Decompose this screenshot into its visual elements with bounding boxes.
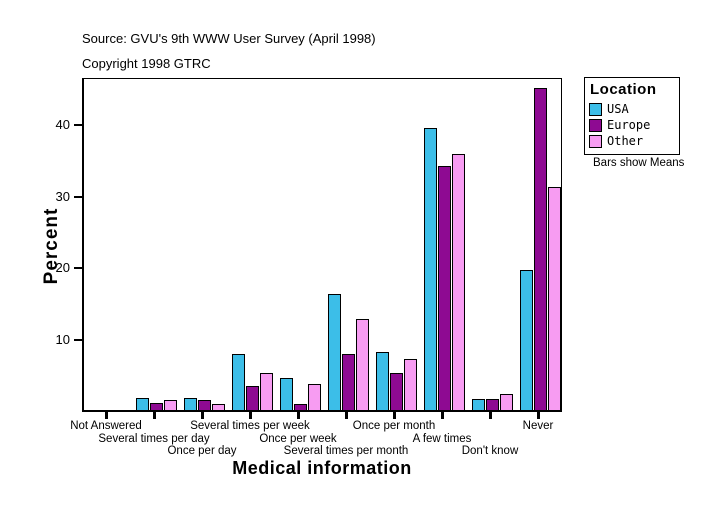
x-category-label: Never (522, 420, 554, 432)
legend-entry-label: Europe (607, 118, 651, 132)
plot-area (82, 78, 562, 412)
legend-swatch-icon (589, 118, 602, 132)
bar-other (211, 404, 225, 410)
legend-swatch-icon (589, 102, 602, 116)
legend-entry-europe: Europe (589, 117, 675, 133)
x-axis-tick (440, 412, 444, 419)
legend-entry-label: Other (607, 134, 644, 148)
x-category-label: A few times (412, 432, 472, 445)
x-category-label: Several times per day (98, 432, 210, 445)
legend-rows: USA Europe Other (589, 101, 675, 149)
bar-europe (485, 399, 499, 410)
y-tick-label: 40 (55, 117, 70, 132)
bar-other (451, 154, 465, 410)
x-axis-tick (248, 412, 252, 419)
y-tick-label: 10 (55, 332, 70, 347)
bar-europe (533, 88, 547, 410)
x-axis-tick (152, 412, 156, 419)
x-category-label: Once per week (259, 432, 337, 445)
legend-note: Bars show Means (593, 157, 685, 169)
bar-usa (519, 270, 533, 410)
y-tick-label: 30 (55, 189, 70, 204)
bar-other (403, 359, 417, 410)
bar-usa (471, 399, 485, 410)
x-axis-title: Medical information (232, 458, 412, 478)
bar-europe (245, 386, 259, 410)
bar-other (259, 373, 273, 410)
x-category-label: Once per month (352, 420, 436, 432)
bar-europe (149, 403, 163, 410)
bar-usa (231, 354, 245, 410)
legend-entry-other: Other (589, 133, 675, 149)
x-axis-tick (392, 412, 396, 419)
source-text: Source: GVU's 9th WWW User Survey (April… (82, 31, 376, 46)
x-axis-tick (488, 412, 492, 419)
y-axis-tick (74, 196, 82, 198)
bar-europe (437, 166, 451, 410)
bar-usa (423, 128, 437, 410)
bar-other (163, 400, 177, 410)
legend-box: Location USA Europe Other (584, 77, 680, 155)
x-axis-tick (536, 412, 540, 419)
bar-usa (135, 398, 149, 410)
x-category-label: Don't know (461, 445, 519, 457)
y-tick-label: 20 (55, 260, 70, 275)
bar-other (499, 394, 513, 410)
y-axis-tick (74, 267, 82, 269)
bar-europe (341, 354, 355, 410)
bar-europe (389, 373, 403, 410)
bar-other (307, 384, 321, 410)
bar-usa (375, 352, 389, 410)
x-category-label: Several times per week (190, 420, 310, 432)
bar-other (355, 319, 369, 410)
legend-entry-usa: USA (589, 101, 675, 117)
legend-entry-label: USA (607, 102, 629, 116)
copyright-text: Copyright 1998 GTRC (82, 56, 211, 71)
x-axis-tick (200, 412, 204, 419)
y-axis-tick (74, 339, 82, 341)
bar-other (547, 187, 561, 410)
x-axis-tick (296, 412, 300, 419)
legend-swatch-icon (589, 134, 602, 148)
bar-usa (327, 294, 341, 410)
x-category-label: Once per day (167, 445, 237, 457)
x-axis-tick (344, 412, 348, 419)
bar-usa (279, 378, 293, 410)
bar-europe (197, 400, 211, 410)
bar-europe (293, 404, 307, 410)
bar-usa (183, 398, 197, 410)
x-category-label: Several times per month (283, 445, 409, 457)
x-axis-tick (104, 412, 108, 419)
x-category-label: Not Answered (70, 420, 142, 432)
y-axis-tick (74, 124, 82, 126)
legend-title: Location (590, 81, 657, 98)
